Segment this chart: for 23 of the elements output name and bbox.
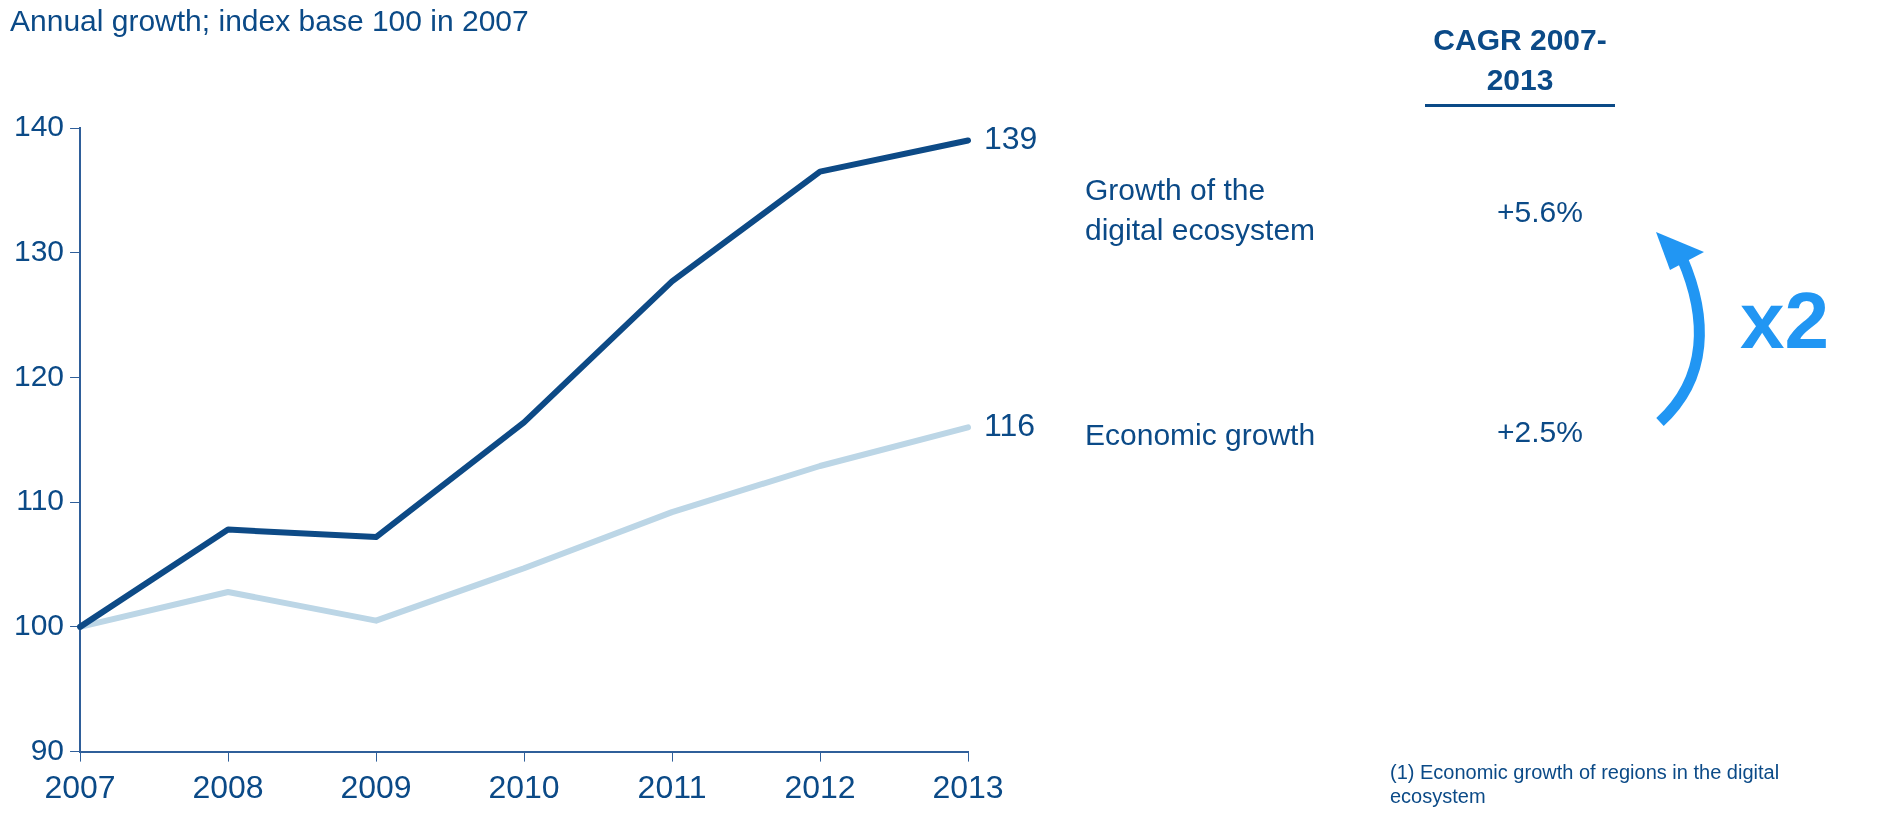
x-tick-label: 2010 [488,768,560,805]
text: +2.5% [1496,415,1584,449]
x-tick-label: 2013 [932,768,1004,805]
text: CAGR 2007-2013 [1425,20,1615,107]
text: +5.6% [1496,195,1584,229]
y-tick-label: 110 [16,483,65,517]
text: Growth of the digital ecosystem [1085,172,1317,248]
data-label: 116 [984,407,1036,444]
y-tick-label: 140 [13,109,65,143]
chart-subtitle: Annual growth; index base 100 in 2007 [10,4,529,38]
y-tick-label: 100 [13,608,65,642]
text: x2 [1740,275,1829,367]
x-tick-label: 2012 [784,768,856,805]
text: (1) Economic growth of regions in the digital ecosystem [1390,760,1781,808]
x-tick-label: 2011 [637,768,707,805]
y-tick-label: 120 [13,358,65,392]
y-tick-label: 90 [30,732,65,766]
x-tick-label: 2009 [340,768,412,805]
data-label: 139 [984,120,1038,157]
y-tick-label: 130 [13,233,65,267]
text: Economic growth [1085,417,1317,453]
x-tick-label: 2008 [192,768,264,805]
x-tick-label: 2007 [44,768,116,805]
